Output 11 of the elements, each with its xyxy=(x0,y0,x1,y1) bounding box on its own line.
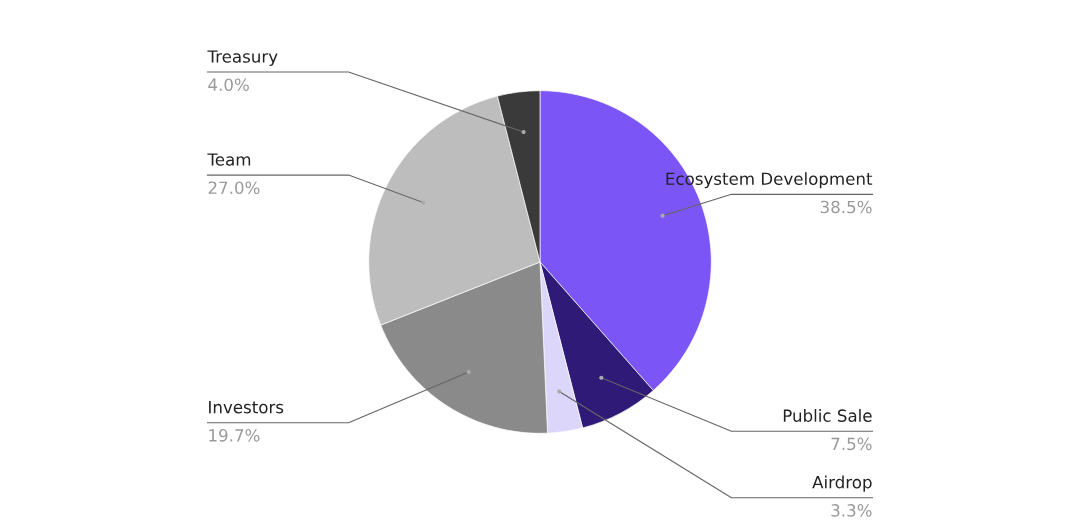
data-label: 4.0% xyxy=(208,78,249,91)
data-label: 27.0% xyxy=(208,181,260,195)
slice-label: Team xyxy=(207,153,251,166)
slice-label: Airdrop xyxy=(812,475,872,492)
data-label: 3.3% xyxy=(831,504,872,517)
slice-label: Public Sale xyxy=(783,409,872,422)
data-label: 38.5% xyxy=(820,200,872,214)
data-label: 7.5% xyxy=(831,437,872,451)
slice-label: Investors xyxy=(209,401,284,414)
data-label: 19.7% xyxy=(209,429,260,442)
slice-label: Treasury xyxy=(207,50,278,66)
